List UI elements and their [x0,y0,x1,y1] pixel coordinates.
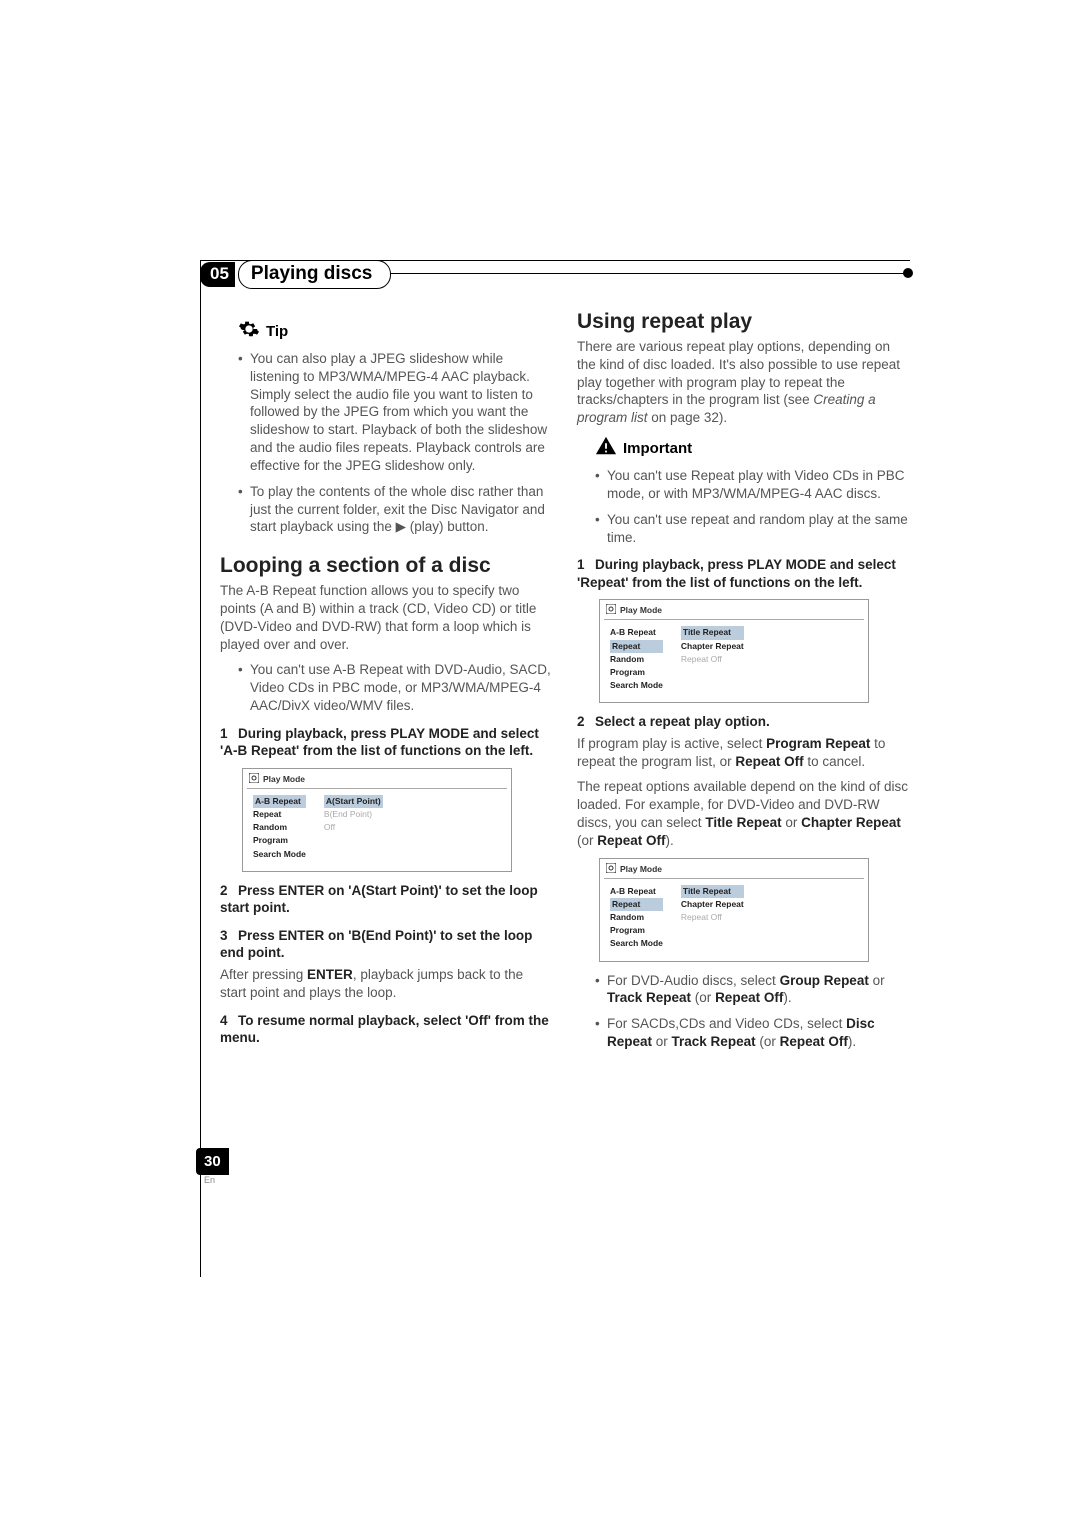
important-heading: Important [595,435,910,461]
osd-left-item: Random [253,821,306,834]
tip-item: To play the contents of the whole disc r… [238,483,553,536]
osd-repeat-1: Play Mode A-B Repeat Repeat Random Progr… [599,599,869,703]
looping-notes: You can't use A-B Repeat with DVD-Audio,… [238,661,553,714]
osd-title: Play Mode [263,774,305,784]
osd-body: A-B Repeat Repeat Random Program Search … [600,879,868,961]
chapter-bar: 05 Playing discs [200,260,391,289]
osd-left-item: A-B Repeat [253,795,306,808]
repeat-step-2-note-a: If program play is active, select Progra… [577,735,910,771]
osd-right-item: Chapter Repeat [681,898,744,911]
osd-right-item: Chapter Repeat [681,640,744,653]
osd-left-item: A-B Repeat [610,626,663,639]
loop-step-4: 4To resume normal playback, select 'Off'… [220,1012,553,1047]
chapter-bar-line [355,273,910,274]
osd-title-row: Play Mode [600,859,868,878]
osd-left-item: Search Mode [610,679,663,692]
repeat-option-dvdaudio: For DVD-Audio discs, select Group Repeat… [595,972,910,1008]
left-column: Tip You can also play a JPEG slideshow w… [220,310,553,1059]
osd-left-item: Program [253,834,306,847]
osd-right-item: Title Repeat [681,626,744,639]
heading-repeat: Using repeat play [577,310,910,334]
osd-left-item: A-B Repeat [610,885,663,898]
osd-right-item: B(End Point) [324,808,383,821]
disc-icon [249,773,259,785]
osd-left-list: A-B Repeat Repeat Random Program Search … [253,795,306,861]
osd-left-item: Random [610,911,663,924]
right-column: Using repeat play There are various repe… [577,310,910,1059]
important-item: You can't use repeat and random play at … [595,511,910,547]
important-list: You can't use Repeat play with Video CDs… [595,467,910,546]
osd-ab-repeat: Play Mode A-B Repeat Repeat Random Progr… [242,768,512,872]
content-columns: Tip You can also play a JPEG slideshow w… [220,310,910,1059]
osd-left-item: Random [610,653,663,666]
loop-step-1: 1During playback, press PLAY MODE and se… [220,725,553,760]
osd-left-item: Program [610,666,663,679]
chapter-number: 05 [200,262,235,287]
chapter-bar-dot [903,268,913,278]
tip-list: You can also play a JPEG slideshow while… [238,350,553,536]
tip-item: You can also play a JPEG slideshow while… [238,350,553,475]
osd-title-row: Play Mode [243,769,511,788]
osd-right-item: A(Start Point) [324,795,383,808]
repeat-intro: There are various repeat play options, d… [577,338,910,427]
looping-intro: The A-B Repeat function allows you to sp… [220,582,553,653]
osd-left-list: A-B Repeat Repeat Random Program Search … [610,885,663,951]
osd-left-item: Search Mode [253,848,306,861]
osd-title: Play Mode [620,605,662,615]
osd-left-item: Repeat [610,640,663,653]
osd-repeat-2: Play Mode A-B Repeat Repeat Random Progr… [599,858,869,962]
chapter-title: Playing discs [238,260,391,289]
important-label: Important [623,440,692,457]
osd-right-item: Repeat Off [681,653,744,666]
disc-icon [606,863,616,875]
warning-icon [595,435,617,461]
osd-left-item: Repeat [610,898,663,911]
repeat-disc-options: For DVD-Audio discs, select Group Repeat… [595,972,910,1051]
repeat-step-2-note-b: The repeat options available depend on t… [577,778,910,849]
loop-step-3-note: After pressing ENTER, playback jumps bac… [220,966,553,1002]
osd-left-item: Program [610,924,663,937]
repeat-option-sacd: For SACDs,CDs and Video CDs, select Disc… [595,1015,910,1051]
osd-right-list: Title Repeat Chapter Repeat Repeat Off [681,885,744,951]
tip-label: Tip [266,323,288,340]
repeat-step-1: 1During playback, press PLAY MODE and se… [577,556,910,591]
osd-right-item: Repeat Off [681,911,744,924]
loop-step-3: 3Press ENTER on 'B(End Point)' to set th… [220,927,553,962]
page-language: En [204,1175,215,1185]
osd-left-item: Search Mode [610,937,663,950]
loop-step-2: 2Press ENTER on 'A(Start Point)' to set … [220,882,553,917]
osd-body: A-B Repeat Repeat Random Program Search … [243,789,511,871]
heading-looping: Looping a section of a disc [220,554,553,578]
osd-title: Play Mode [620,864,662,874]
osd-right-list: Title Repeat Chapter Repeat Repeat Off [681,626,744,692]
looping-note: You can't use A-B Repeat with DVD-Audio,… [238,661,553,714]
osd-left-item: Repeat [253,808,306,821]
gear-icon [238,318,260,344]
osd-title-row: Play Mode [600,600,868,619]
osd-right-list: A(Start Point) B(End Point) Off [324,795,383,861]
osd-right-item: Off [324,821,383,834]
important-item: You can't use Repeat play with Video CDs… [595,467,910,503]
osd-body: A-B Repeat Repeat Random Program Search … [600,620,868,702]
tip-heading: Tip [238,318,553,344]
disc-icon [606,604,616,616]
page-number-badge: 30 [196,1148,229,1175]
osd-left-list: A-B Repeat Repeat Random Program Search … [610,626,663,692]
osd-right-item: Title Repeat [681,885,744,898]
repeat-step-2: 2Select a repeat play option. [577,713,910,731]
